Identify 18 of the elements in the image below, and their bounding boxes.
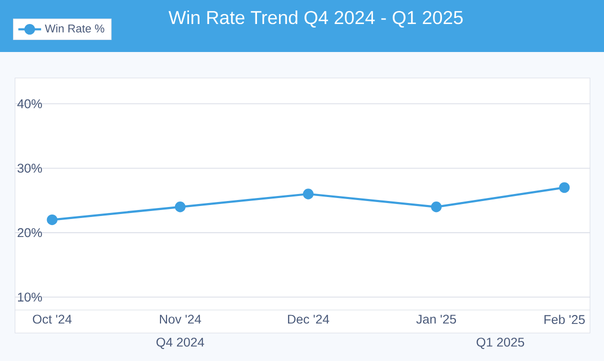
point <box>174 202 186 212</box>
x-tick-label: Oct '24 <box>32 314 72 324</box>
y-tick-label: 10% <box>18 292 42 302</box>
text: Q1 2025 <box>476 338 524 349</box>
x-tick-label: Jan '25 <box>416 314 456 324</box>
point <box>46 214 58 226</box>
text: Q4 2024 <box>156 338 204 349</box>
point <box>430 202 442 212</box>
x-tick-label: Feb '25 <box>544 314 585 324</box>
y-tick-label: 20% <box>18 228 42 238</box>
point <box>559 182 570 193</box>
x-tick-label: Dec '24 <box>288 314 330 324</box>
legend-label: Win Rate % <box>44 24 104 33</box>
y-tick-label: 40% <box>17 99 42 108</box>
point <box>302 188 314 200</box>
chart-title: Win Rate Trend Q4 2024 - Q1 2025 <box>168 10 463 28</box>
x-tick-label: Nov '24 <box>160 314 202 324</box>
y-tick-label: 30% <box>18 164 42 173</box>
